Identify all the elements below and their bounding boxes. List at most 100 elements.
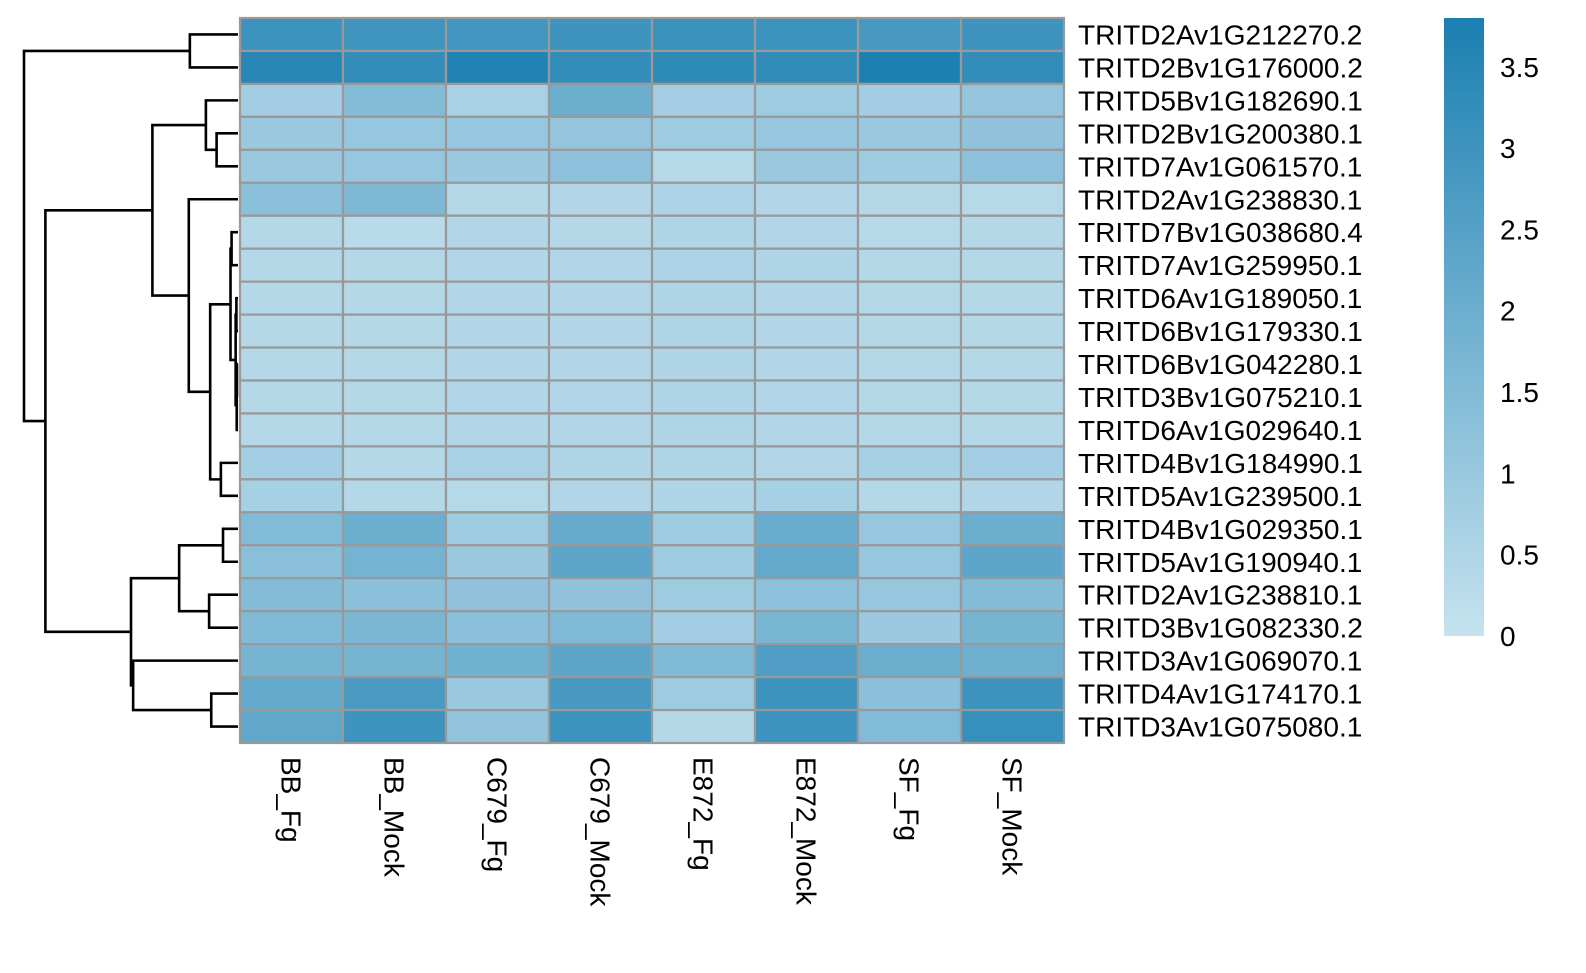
dendrogram-branch xyxy=(219,461,238,498)
column-label: C679_Fg xyxy=(482,757,513,872)
heatmap-cell xyxy=(238,643,345,679)
heatmap-cell xyxy=(444,643,551,679)
heatmap-cell xyxy=(547,610,654,646)
heatmap-cells xyxy=(238,16,1066,745)
heatmap-cell xyxy=(959,511,1066,547)
heatmap-cell xyxy=(753,49,860,86)
heatmap-cell xyxy=(547,280,654,316)
dendrogram-branch xyxy=(230,230,238,267)
dendrogram-branch xyxy=(177,543,224,613)
heatmap-cell xyxy=(959,412,1066,448)
heatmap-cell xyxy=(856,708,963,745)
heatmap-cell xyxy=(444,82,551,118)
dendrogram-branch xyxy=(44,209,153,634)
heatmap-cell xyxy=(856,643,963,679)
heatmap-cell xyxy=(650,214,757,250)
heatmap-cell xyxy=(856,445,963,481)
row-label: TRITD3Av1G075080.1 xyxy=(1078,712,1362,743)
heatmap-cell xyxy=(341,412,448,448)
column-label: C679_Mock xyxy=(585,757,616,907)
heatmap-cell xyxy=(650,577,757,613)
row-label: TRITD2Bv1G200380.1 xyxy=(1078,118,1363,149)
heatmap-cell xyxy=(650,610,757,646)
legend-tick-label: 1 xyxy=(1500,458,1516,489)
heatmap-cell xyxy=(341,82,448,118)
heatmap-cell xyxy=(547,181,654,217)
heatmap-cell xyxy=(547,313,654,349)
heatmap-cell xyxy=(753,346,860,382)
heatmap-cell xyxy=(444,577,551,613)
heatmap-cell xyxy=(650,82,757,118)
row-label: TRITD7Av1G259950.1 xyxy=(1078,250,1362,281)
heatmap-cell xyxy=(238,708,345,745)
heatmap-cell xyxy=(547,544,654,580)
heatmap-cell xyxy=(238,313,345,349)
heatmap-cell xyxy=(238,49,345,86)
heatmap-cell xyxy=(341,445,448,481)
row-label: TRITD2Av1G212270.2 xyxy=(1078,19,1362,50)
heatmap-cell xyxy=(650,280,757,316)
heatmap-cell xyxy=(856,280,963,316)
heatmap-cell xyxy=(753,16,860,53)
heatmap-cell xyxy=(959,379,1066,415)
heatmap-cell xyxy=(650,412,757,448)
dendrogram-branch xyxy=(234,313,237,407)
heatmap-cell xyxy=(444,379,551,415)
heatmap-cell xyxy=(238,511,345,547)
heatmap-cell xyxy=(856,247,963,283)
heatmap-cell xyxy=(238,280,345,316)
heatmap-cell xyxy=(444,478,551,514)
heatmap-cell xyxy=(959,675,1066,712)
row-label: TRITD3Av1G069070.1 xyxy=(1078,646,1362,677)
row-label: TRITD5Av1G239500.1 xyxy=(1078,481,1362,512)
heatmap-cell xyxy=(238,82,345,118)
heatmap-cell xyxy=(341,313,448,349)
heatmap-cell xyxy=(856,478,963,514)
heatmap-cell xyxy=(238,675,345,712)
dendrogram-branch xyxy=(129,576,180,687)
heatmap-cell xyxy=(650,16,757,53)
heatmap-cell xyxy=(238,214,345,250)
column-label: BB_Fg xyxy=(276,757,307,843)
heatmap-cell xyxy=(753,115,860,151)
row-label: TRITD4Av1G174170.1 xyxy=(1078,679,1362,710)
heatmap-cell xyxy=(856,511,963,547)
heatmap-cell xyxy=(444,280,551,316)
heatmap-cell xyxy=(547,708,654,745)
row-label: TRITD6Bv1G179330.1 xyxy=(1078,316,1363,347)
heatmap-cell xyxy=(753,643,860,679)
heatmap-cell xyxy=(959,313,1066,349)
heatmap-cell xyxy=(856,313,963,349)
heatmap-cell xyxy=(753,511,860,547)
heatmap-cell xyxy=(753,181,860,217)
heatmap-cell xyxy=(856,610,963,646)
row-label: TRITD2Av1G238830.1 xyxy=(1078,184,1362,215)
heatmap-cell xyxy=(444,247,551,283)
heatmap-cell xyxy=(650,445,757,481)
legend-tick-label: 0.5 xyxy=(1500,540,1539,571)
heatmap-cell xyxy=(753,708,860,745)
heatmap-cell xyxy=(341,181,448,217)
heatmap-cell xyxy=(959,280,1066,316)
color-legend: 0 0.5 1 1.5 2 2.5 3 3.5 xyxy=(1444,18,1539,652)
heatmap-cell xyxy=(341,544,448,580)
dendrogram-branch xyxy=(208,302,231,481)
heatmap-cell xyxy=(856,115,963,151)
heatmap-cell xyxy=(341,346,448,382)
heatmap-cell xyxy=(650,675,757,712)
heatmap-cell xyxy=(238,445,345,481)
heatmap-cell xyxy=(341,16,448,53)
heatmap-cell xyxy=(753,82,860,118)
dendrogram-branch xyxy=(204,99,238,152)
legend-tick-label: 3 xyxy=(1500,133,1516,164)
heatmap-cell xyxy=(650,247,757,283)
heatmap-cell xyxy=(959,610,1066,646)
row-label: TRITD6Av1G189050.1 xyxy=(1078,283,1362,314)
heatmap-cell xyxy=(341,675,448,712)
heatmap-cell xyxy=(959,82,1066,118)
heatmap-cell xyxy=(547,49,654,86)
column-label: BB_Mock xyxy=(379,757,410,878)
row-label: TRITD2Bv1G176000.2 xyxy=(1078,52,1363,83)
heatmap-cell xyxy=(547,16,654,53)
